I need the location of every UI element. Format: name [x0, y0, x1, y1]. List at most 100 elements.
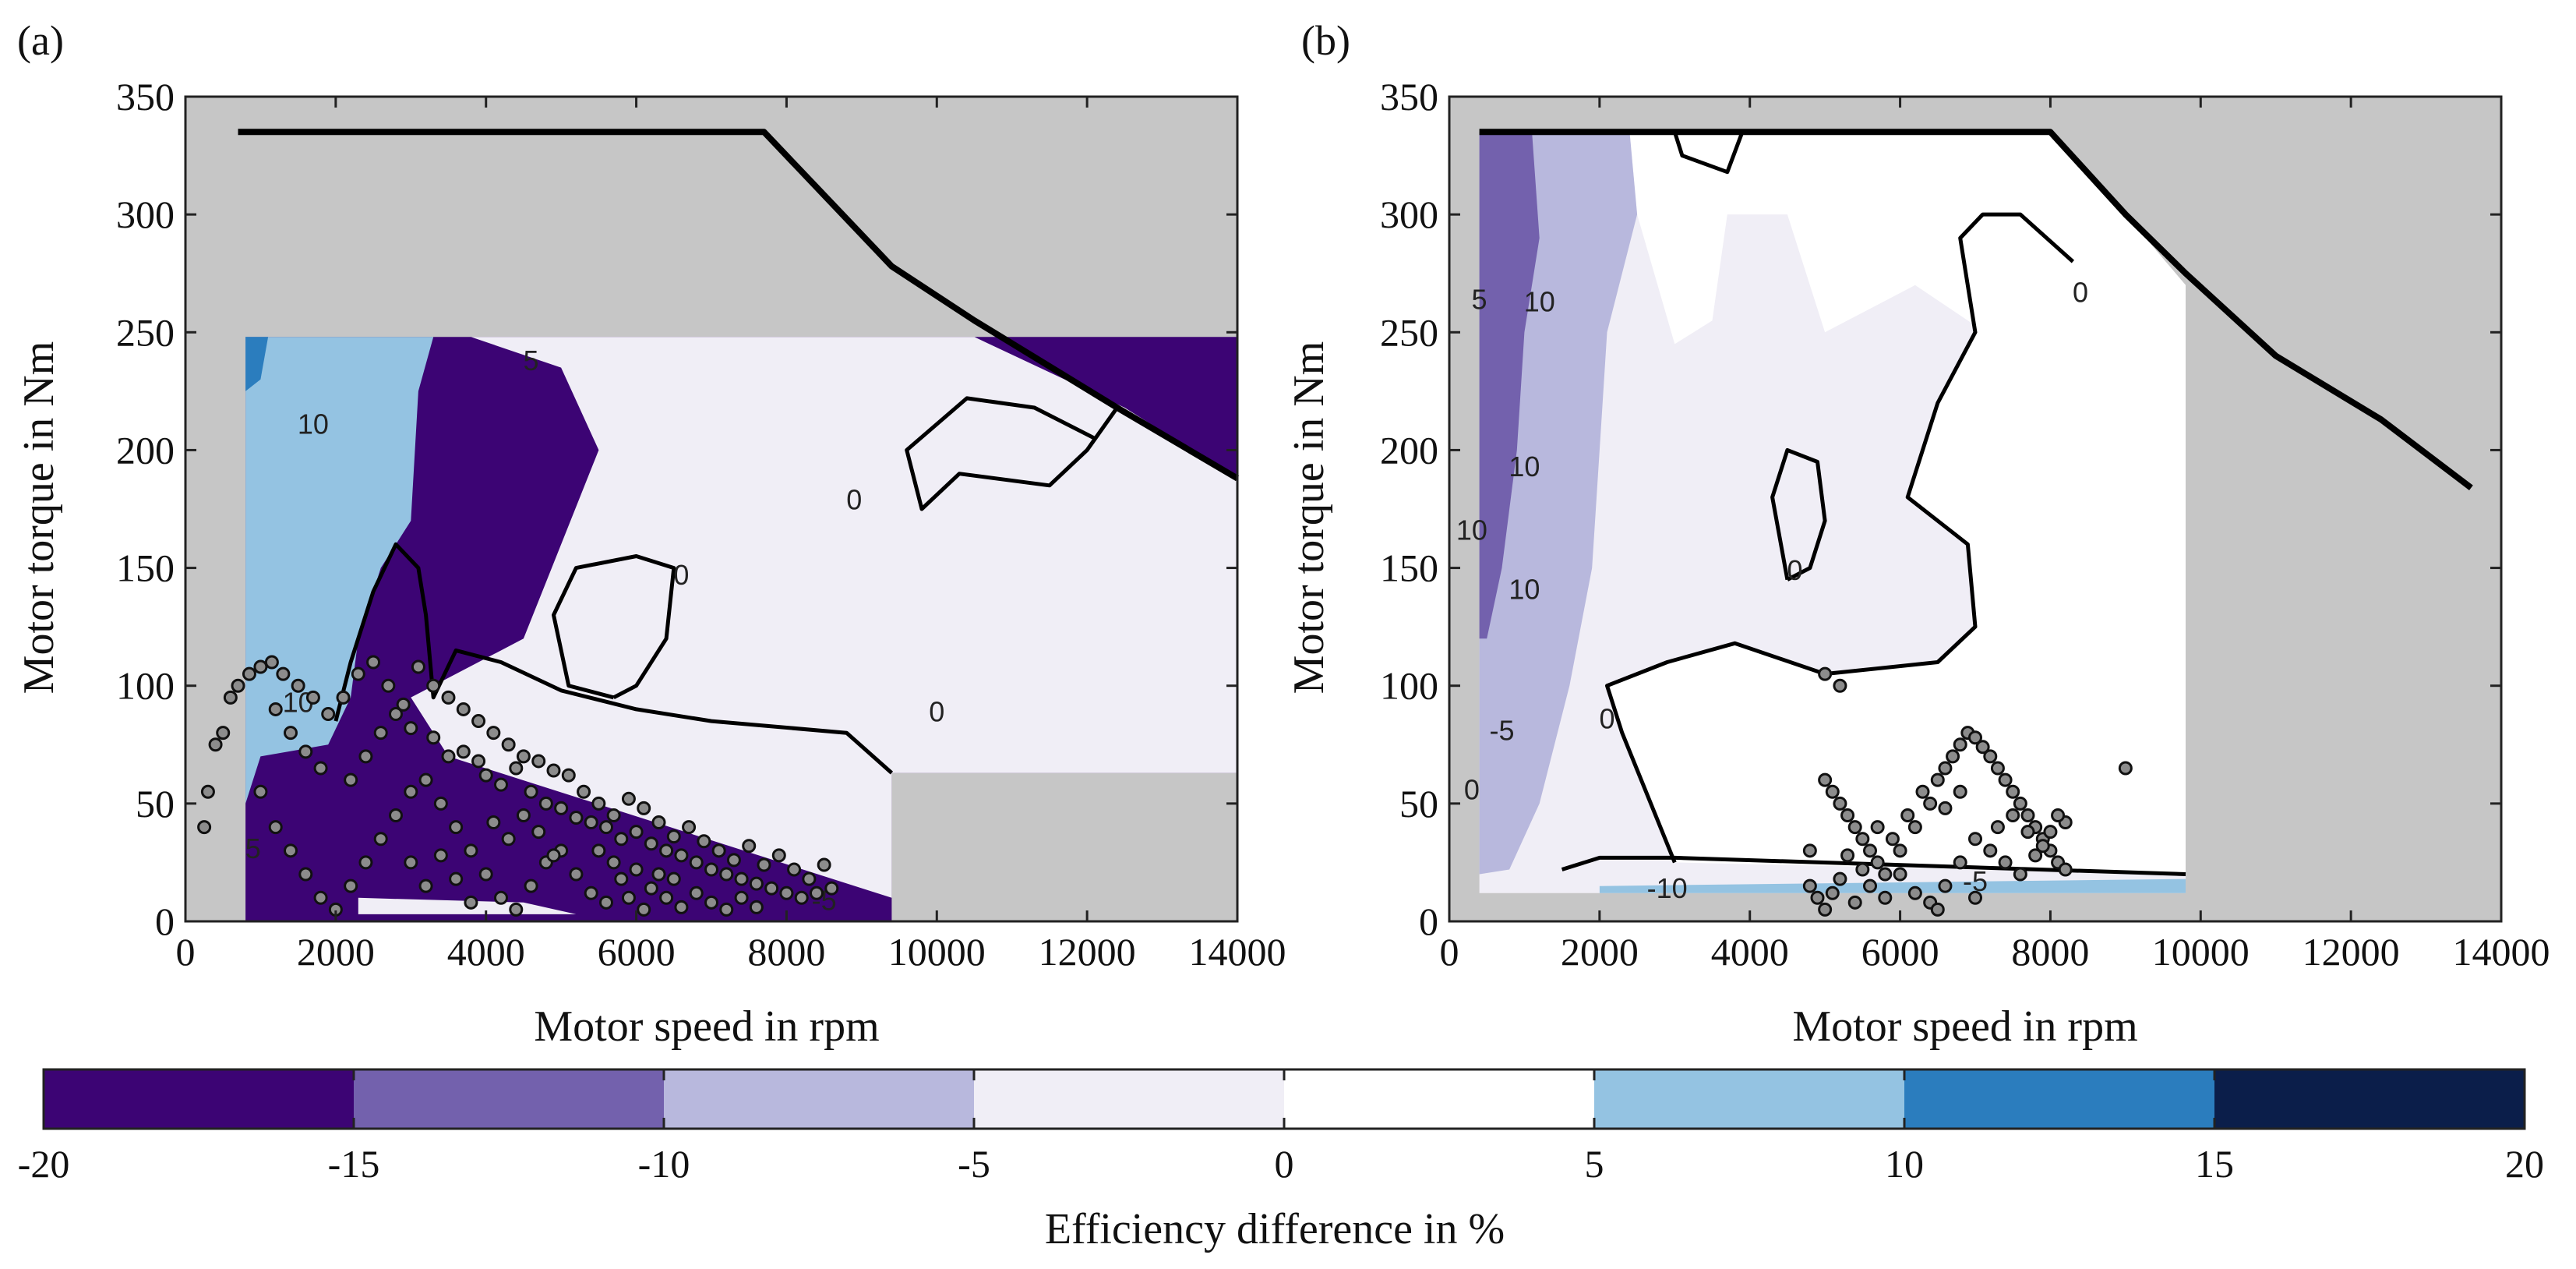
operating-point: [1818, 902, 1833, 917]
operating-point: [1847, 895, 1862, 910]
operating-point: [223, 690, 238, 705]
operating-point: [591, 796, 606, 811]
operating-point: [404, 855, 418, 870]
x-tick-label: 6000: [1861, 930, 1939, 974]
operating-point: [494, 777, 508, 792]
y-tick-label: 300: [116, 193, 175, 236]
colorbar-segments: -20 -15 -10 -5 0 5 10 15 20: [18, 1068, 2544, 1186]
panel-a-ylabel: Motor torque in Nm: [15, 341, 63, 695]
contour-label: -5: [1489, 715, 1514, 747]
operating-point: [344, 878, 358, 893]
operating-point: [449, 820, 464, 835]
colorbar-tick-label: 10: [1885, 1142, 1924, 1186]
operating-point: [1840, 808, 1855, 822]
x-tick-label: 6000: [598, 930, 676, 974]
contour-label: 10: [298, 408, 329, 440]
operating-point: [464, 895, 478, 910]
operating-point: [1870, 820, 1885, 835]
operating-point: [1893, 867, 1907, 882]
operating-point: [524, 878, 538, 893]
operating-point: [711, 843, 726, 858]
operating-point: [441, 690, 456, 705]
operating-point: [1833, 796, 1847, 811]
operating-point: [321, 706, 336, 721]
operating-point: [1998, 855, 2013, 870]
operating-point: [509, 902, 524, 917]
operating-point: [358, 855, 373, 870]
operating-point: [1938, 761, 1953, 776]
operating-point: [1907, 820, 1922, 835]
y-tick-label: 100: [1380, 664, 1438, 708]
operating-point: [810, 885, 824, 900]
operating-point: [276, 666, 291, 681]
operating-point: [651, 815, 666, 830]
operating-point: [2006, 784, 2020, 799]
operating-point: [471, 754, 486, 769]
operating-point: [584, 815, 598, 830]
colorbar-segment: [664, 1069, 975, 1129]
operating-point: [1802, 843, 1817, 858]
colorbar-tick-label: -15: [328, 1142, 380, 1186]
operating-point: [1870, 855, 1885, 870]
colorbar-segment: [2214, 1069, 2525, 1129]
operating-point: [614, 832, 629, 847]
operating-point: [637, 801, 651, 815]
operating-point: [689, 855, 704, 870]
colorbar-tick-label: -10: [638, 1142, 690, 1186]
operating-point: [418, 878, 433, 893]
operating-point: [1915, 784, 1930, 799]
operating-point: [659, 890, 674, 905]
operating-point: [373, 832, 388, 847]
operating-point: [284, 726, 298, 741]
operating-point: [1907, 885, 1922, 900]
contour-label: 10: [1509, 451, 1540, 483]
operating-point: [531, 754, 546, 769]
operating-point: [779, 885, 794, 900]
panel-a-label: (a): [17, 17, 64, 64]
operating-point: [591, 843, 606, 858]
operating-point: [373, 726, 388, 741]
operating-point: [404, 784, 418, 799]
colorbar-segment: [354, 1069, 665, 1129]
operating-point: [291, 678, 305, 693]
y-tick-label: 250: [1380, 310, 1438, 354]
operating-point: [629, 825, 644, 840]
operating-point: [2013, 796, 2027, 811]
operating-point: [1983, 843, 1998, 858]
operating-point: [1938, 801, 1953, 815]
operating-point: [569, 810, 584, 825]
operating-point: [313, 761, 328, 776]
operating-point: [2035, 839, 2050, 854]
operating-point: [674, 900, 689, 914]
operating-point: [1878, 867, 1893, 882]
operating-point: [599, 895, 613, 910]
operating-point: [464, 843, 478, 858]
operating-point: [637, 902, 651, 917]
x-tick-label: 2000: [297, 930, 375, 974]
operating-point: [305, 690, 320, 705]
contour-label: 5: [245, 832, 261, 864]
y-tick-label: 0: [1419, 900, 1438, 943]
operating-point: [253, 784, 268, 799]
contour-label: 10: [1456, 514, 1487, 546]
x-tick-label: 2000: [1561, 930, 1639, 974]
operating-point: [682, 820, 697, 835]
operating-point: [313, 890, 328, 905]
operating-point: [1833, 678, 1847, 693]
operating-point: [478, 867, 493, 882]
operating-point: [433, 796, 448, 811]
operating-point: [1863, 878, 1877, 893]
colorbar-tick-label: -5: [958, 1142, 990, 1186]
panel-a-xlabel: Motor speed in rpm: [534, 1002, 879, 1051]
operating-point: [1855, 832, 1870, 847]
operating-point: [561, 768, 576, 783]
operating-point: [501, 737, 516, 752]
operating-point: [381, 678, 396, 693]
operating-point: [704, 862, 718, 877]
operating-point: [689, 885, 704, 900]
colorbar-tick-label: 15: [2195, 1142, 2234, 1186]
operating-point: [621, 791, 636, 806]
operating-point: [242, 666, 256, 681]
